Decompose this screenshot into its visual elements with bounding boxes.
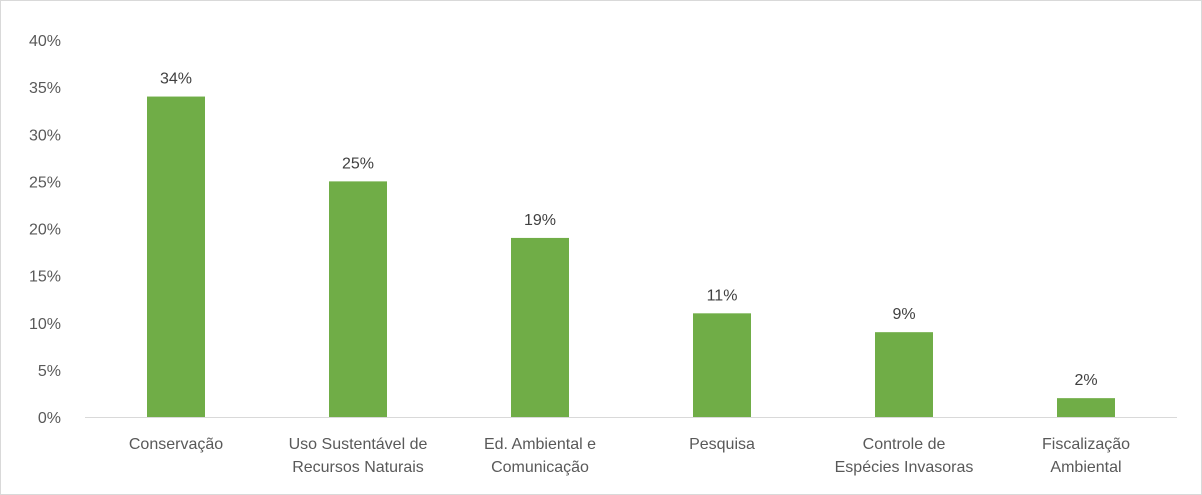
y-tick-label: 0%	[38, 410, 61, 427]
y-tick-label: 10%	[29, 316, 61, 333]
y-tick-label: 15%	[29, 269, 61, 286]
data-label: 2%	[1074, 372, 1097, 389]
bar	[511, 237, 569, 417]
x-axis: Conservação Uso Sustentável de Recursos Na…	[85, 417, 1177, 476]
data-label: 9%	[892, 306, 915, 323]
y-tick-label: 40%	[29, 33, 61, 50]
data-label: 25%	[342, 155, 374, 172]
y-axis: 0% 5% 10% 15% 20% 25% 30% 35% 40%	[29, 33, 61, 427]
y-tick-label: 5%	[38, 363, 61, 380]
data-label: 34%	[160, 71, 192, 88]
bar	[875, 332, 933, 417]
data-label: 11%	[707, 287, 738, 304]
bar	[329, 181, 387, 417]
y-tick-label: 30%	[29, 127, 61, 144]
x-tick-label: Fiscalização Ambiental	[1042, 436, 1130, 476]
bars	[147, 96, 1115, 418]
y-tick-label: 20%	[29, 222, 61, 239]
x-tick-label: Uso Sustentável de Recursos Naturais	[289, 436, 428, 476]
bar	[693, 313, 751, 417]
x-tick-label: Pesquisa	[689, 436, 755, 453]
x-tick-label: Controle de Espécies Invasoras	[835, 436, 974, 476]
y-tick-label: 25%	[29, 174, 61, 191]
bar	[1057, 398, 1115, 417]
data-label: 19%	[524, 212, 556, 229]
x-tick-label: Ed. Ambiental e Comunicação	[484, 436, 596, 476]
bar	[147, 96, 205, 418]
x-tick-label: Conservação	[129, 436, 223, 453]
data-labels: 34% 25% 19% 11% 9% 2%	[160, 71, 1098, 390]
y-tick-label: 35%	[29, 80, 61, 97]
